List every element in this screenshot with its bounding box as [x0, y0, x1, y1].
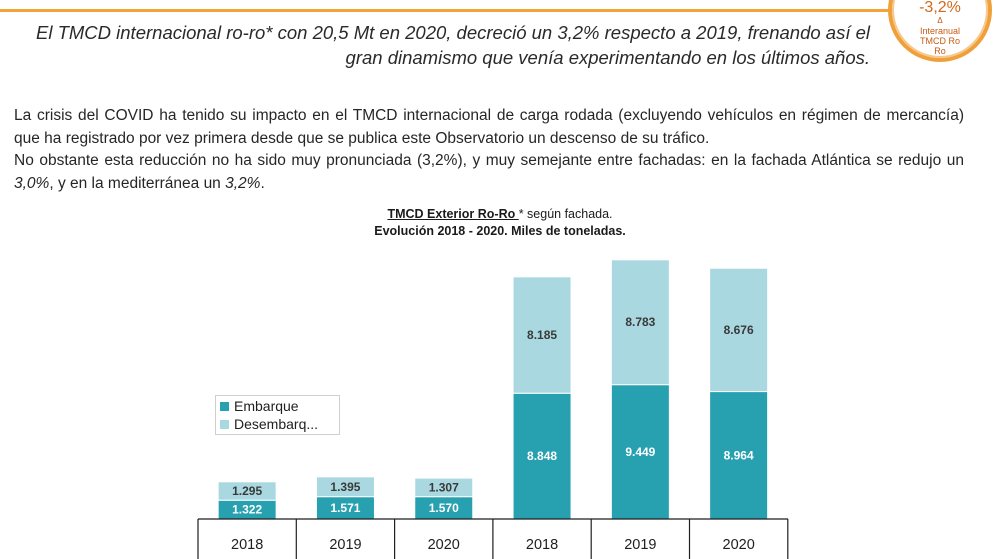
- data-label-desembarque-0: 1.295: [232, 484, 262, 498]
- paragraph-2-mediterranean: 3,2%: [225, 174, 261, 192]
- bar-embarque-3: [512, 392, 572, 520]
- paragraph-2-tail: .: [260, 174, 265, 192]
- chart-legend: Embarque Desembarq...: [215, 395, 340, 435]
- x-tick-label-5: 2020: [723, 537, 755, 553]
- x-tick-label-4: 2019: [624, 537, 656, 553]
- paragraph-1: La crisis del COVID ha tenido su impacto…: [14, 107, 964, 147]
- bar-embarque-4: [610, 384, 670, 520]
- badge-line-2: TMCD Ro: [920, 36, 960, 46]
- data-label-embarque-2: 1.570: [429, 501, 459, 515]
- data-label-embarque-0: 1.322: [232, 503, 262, 517]
- bar-desembarque-3: [512, 276, 572, 394]
- x-tick-label-1: 2019: [329, 537, 361, 553]
- badge-delta: Δ: [937, 16, 943, 25]
- top-accent-rule: [0, 9, 895, 12]
- legend-label-embarque: Embarque: [234, 398, 299, 414]
- chart-subtitle: Evolución 2018 - 2020. Miles de tonelada…: [374, 224, 626, 238]
- badge-line-3: Ro: [934, 46, 946, 56]
- legend-swatch-desembarque: [220, 419, 229, 429]
- data-label-desembarque-3: 8.185: [527, 328, 557, 342]
- headline-line-1: El TMCD internacional ro-ro* con 20,5 Mt…: [36, 22, 870, 43]
- data-label-desembarque-4: 8.783: [625, 315, 655, 329]
- data-label-desembarque-1: 1.395: [330, 480, 360, 494]
- bar-desembarque-0: [217, 481, 277, 501]
- paragraph-2: No obstante esta reducción no ha sido mu…: [14, 150, 964, 195]
- headline: El TMCD internacional ro-ro* con 20,5 Mt…: [30, 20, 870, 70]
- paragraph-2-lead: No obstante esta reducción no ha sido mu…: [14, 152, 964, 169]
- legend-item-desembarque: Desembarq...: [220, 415, 339, 433]
- badge-value: -3,2%: [919, 0, 961, 16]
- paragraph-2-mid: , y en la mediterránea un: [49, 174, 226, 192]
- bar-desembarque-4: [610, 259, 670, 386]
- data-label-embarque-3: 8.848: [527, 449, 557, 463]
- x-tick-label-3: 2018: [526, 537, 558, 553]
- bar-desembarque-2: [414, 477, 474, 498]
- data-label-desembarque-2: 1.307: [429, 480, 459, 494]
- body-text: La crisis del COVID ha tenido su impacto…: [14, 105, 964, 195]
- data-label-embarque-5: 8.964: [724, 448, 754, 462]
- legend-swatch-embarque: [220, 401, 229, 411]
- bar-desembarque-1: [315, 476, 375, 498]
- headline-line-2: gran dinamismo que venía experimentando …: [345, 47, 870, 68]
- legend-item-embarque: Embarque: [220, 397, 339, 415]
- bar-desembarque-5: [709, 267, 769, 393]
- chart-title: TMCD Exterior Ro-Ro * según fachada. Evo…: [260, 206, 740, 240]
- paragraph-2-atlantic: 3,0%: [14, 174, 50, 192]
- chart-title-rest: * según fachada.: [518, 207, 613, 221]
- badge-line-1: Interanual: [919, 26, 961, 36]
- x-tick-label-2: 2020: [428, 537, 460, 553]
- badge: -3,2% Δ Interanual TMCD Ro Ro: [892, 0, 988, 58]
- x-tick-label-0: 2018: [231, 537, 263, 553]
- chart-title-underlined: TMCD Exterior Ro-Ro: [387, 207, 519, 221]
- legend-label-desembarque: Desembarq...: [234, 416, 319, 432]
- data-label-desembarque-5: 8.676: [724, 323, 754, 337]
- data-label-embarque-1: 1.571: [330, 501, 360, 515]
- bar-embarque-5: [709, 391, 769, 520]
- data-label-embarque-4: 9.449: [625, 445, 655, 459]
